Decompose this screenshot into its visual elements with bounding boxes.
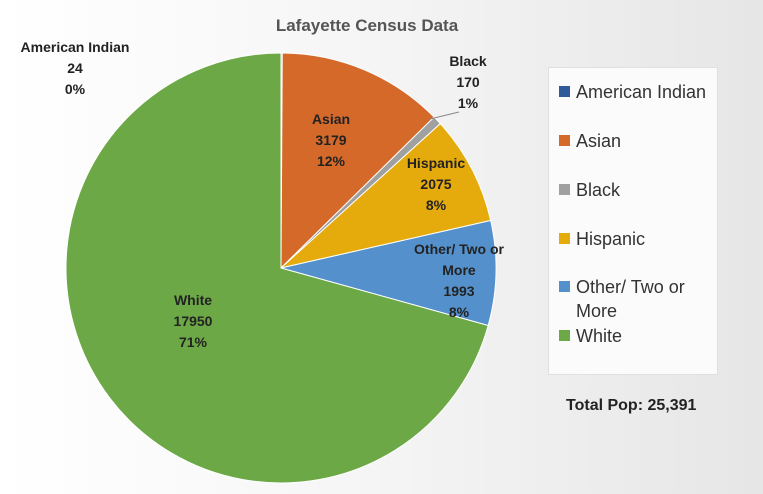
legend-label: Other/ Two or More xyxy=(576,277,685,321)
legend: American Indian Asian Black Hispanic Other/ … xyxy=(548,67,718,375)
legend-item-asian: Asian xyxy=(559,129,716,153)
pie-slice-asian xyxy=(280,52,435,270)
pie-slice-white xyxy=(65,52,489,484)
data-label-american-indian: American Indian 24 0% xyxy=(21,39,130,97)
leader-line-black xyxy=(429,111,460,120)
total-population: Total Pop: 25,391 xyxy=(566,397,697,414)
legend-swatch xyxy=(559,233,570,244)
pie-slices xyxy=(65,52,497,484)
legend-item-american-indian: American Indian xyxy=(559,80,716,104)
legend-swatch xyxy=(559,184,570,195)
legend-label: Hispanic xyxy=(576,229,646,249)
legend-swatch xyxy=(559,135,570,146)
legend-label: American Indian xyxy=(576,82,707,102)
legend-item-white: White xyxy=(559,324,716,348)
legend-item-other-two-or-more: Other/ Two or More xyxy=(559,275,716,323)
legend-item-black: Black xyxy=(559,178,716,202)
data-label-other-two-or-more: Other/ Two or More 1993 8% xyxy=(414,241,505,320)
legend-swatch xyxy=(559,281,570,292)
data-labels: American Indian 24 0% Asian 3179 12% Black 170 1… xyxy=(21,39,505,350)
data-label-asian: Asian 3179 12% xyxy=(312,111,350,169)
data-label-black: Black 170 1% xyxy=(449,53,487,111)
legend-label: Asian xyxy=(576,131,622,151)
legend-swatch xyxy=(559,86,570,97)
chart-title: Lafayette Census Data xyxy=(276,16,459,35)
legend-swatch xyxy=(559,330,570,341)
legend-label: White xyxy=(576,326,623,346)
data-label-hispanic: Hispanic 2075 8% xyxy=(407,155,466,213)
legend-item-hispanic: Hispanic xyxy=(559,227,716,251)
data-label-white: White 17950 71% xyxy=(174,292,213,350)
legend-label: Black xyxy=(576,180,621,200)
pie-slice-other-two-or-more xyxy=(280,219,497,327)
